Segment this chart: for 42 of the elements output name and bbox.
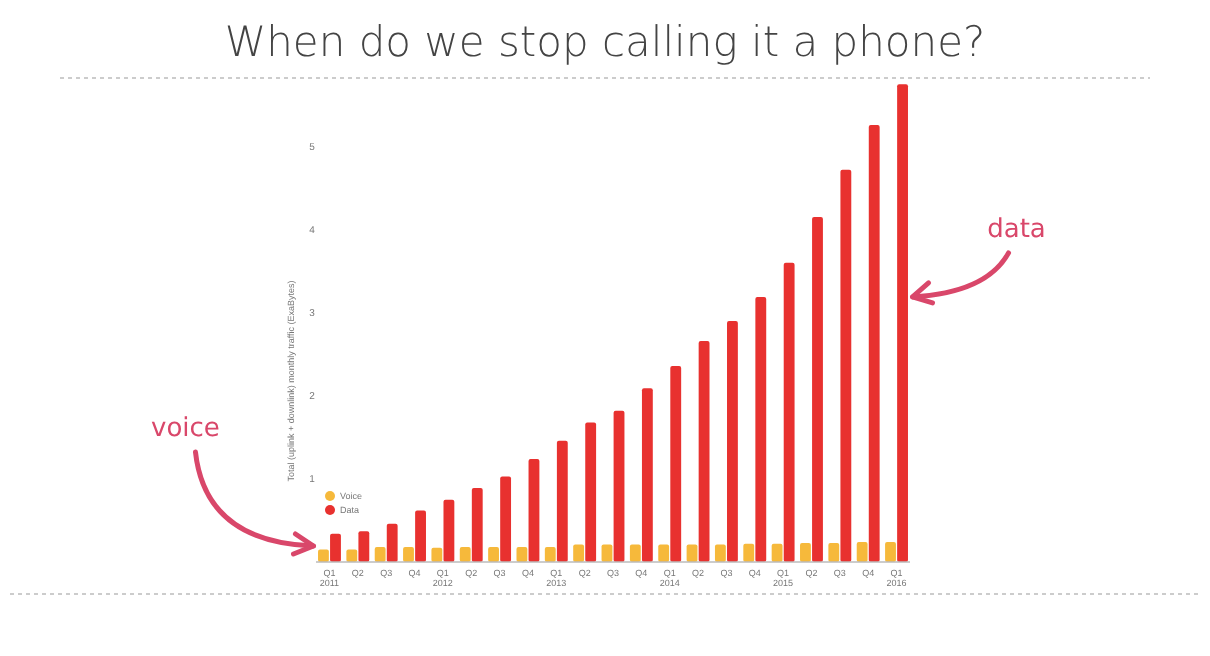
bar — [641, 388, 653, 562]
bar — [500, 476, 512, 562]
bar — [885, 542, 896, 562]
bar — [431, 547, 443, 562]
bar — [585, 422, 597, 562]
bar — [828, 542, 840, 562]
bar — [771, 543, 783, 562]
bar — [755, 296, 767, 562]
bar — [727, 321, 738, 562]
bar — [812, 217, 823, 562]
text: data — [987, 214, 1046, 245]
bar — [800, 542, 811, 562]
bar — [714, 544, 726, 562]
bar — [743, 543, 755, 562]
bar — [613, 410, 625, 562]
bar — [528, 458, 540, 562]
bar — [374, 547, 386, 562]
bar — [897, 84, 908, 562]
bar — [544, 547, 556, 562]
bar — [516, 547, 528, 562]
bar — [658, 544, 670, 562]
bar — [856, 542, 868, 562]
bar — [629, 544, 641, 562]
bar — [415, 510, 426, 562]
bar — [556, 440, 568, 562]
bar — [358, 531, 370, 562]
bar — [670, 365, 682, 562]
bar — [488, 547, 499, 562]
bar — [868, 124, 880, 562]
bar — [471, 488, 483, 562]
chart-title: When do we stop calling it a phone? — [224, 18, 986, 66]
bar — [443, 499, 455, 562]
bar — [330, 533, 341, 562]
bar — [459, 547, 471, 562]
bar — [573, 544, 585, 562]
bar — [403, 547, 414, 562]
bar — [318, 549, 329, 562]
text: voice — [151, 414, 220, 444]
bar — [783, 262, 795, 562]
bar — [840, 169, 852, 562]
bar — [698, 340, 710, 562]
bar — [386, 523, 398, 562]
